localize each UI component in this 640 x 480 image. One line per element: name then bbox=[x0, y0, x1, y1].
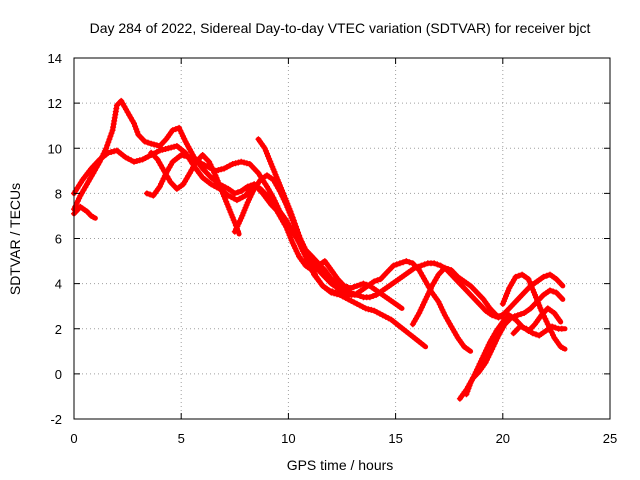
x-axis-label: GPS time / hours bbox=[287, 457, 394, 473]
y-tick-label: 0 bbox=[55, 367, 62, 382]
axis-ticks: 0 5 10 15 20 25 -2 0 2 4 6 8 10 12 14 bbox=[48, 51, 618, 446]
y-tick-label: 10 bbox=[48, 141, 62, 156]
y-tick-label: 8 bbox=[55, 186, 62, 201]
series-arc-5 bbox=[143, 152, 405, 311]
x-tick-label: 5 bbox=[178, 431, 185, 446]
series-layer bbox=[71, 97, 568, 402]
y-axis-label: SDTVAR / TECUs bbox=[7, 183, 23, 295]
x-tick-label: 10 bbox=[281, 431, 295, 446]
y-tick-label: 12 bbox=[48, 96, 62, 111]
y-tick-label: -2 bbox=[50, 412, 62, 427]
series-arc-1 bbox=[71, 203, 98, 221]
y-tick-label: 14 bbox=[48, 51, 62, 66]
series-arc-12 bbox=[510, 323, 568, 339]
series-arc-11 bbox=[499, 271, 568, 352]
y-tick-label: 4 bbox=[55, 277, 62, 292]
chart-title: Day 284 of 2022, Sidereal Day-to-day VTE… bbox=[90, 20, 591, 36]
y-tick-label: 2 bbox=[55, 322, 62, 337]
x-tick-label: 25 bbox=[603, 431, 617, 446]
series-markers bbox=[409, 264, 503, 328]
y-tick-label: 6 bbox=[55, 232, 62, 247]
x-tick-label: 0 bbox=[70, 431, 77, 446]
series-arc-8 bbox=[409, 264, 506, 328]
x-tick-label: 20 bbox=[496, 431, 510, 446]
x-tick-label: 15 bbox=[388, 431, 402, 446]
series-markers bbox=[510, 323, 565, 339]
